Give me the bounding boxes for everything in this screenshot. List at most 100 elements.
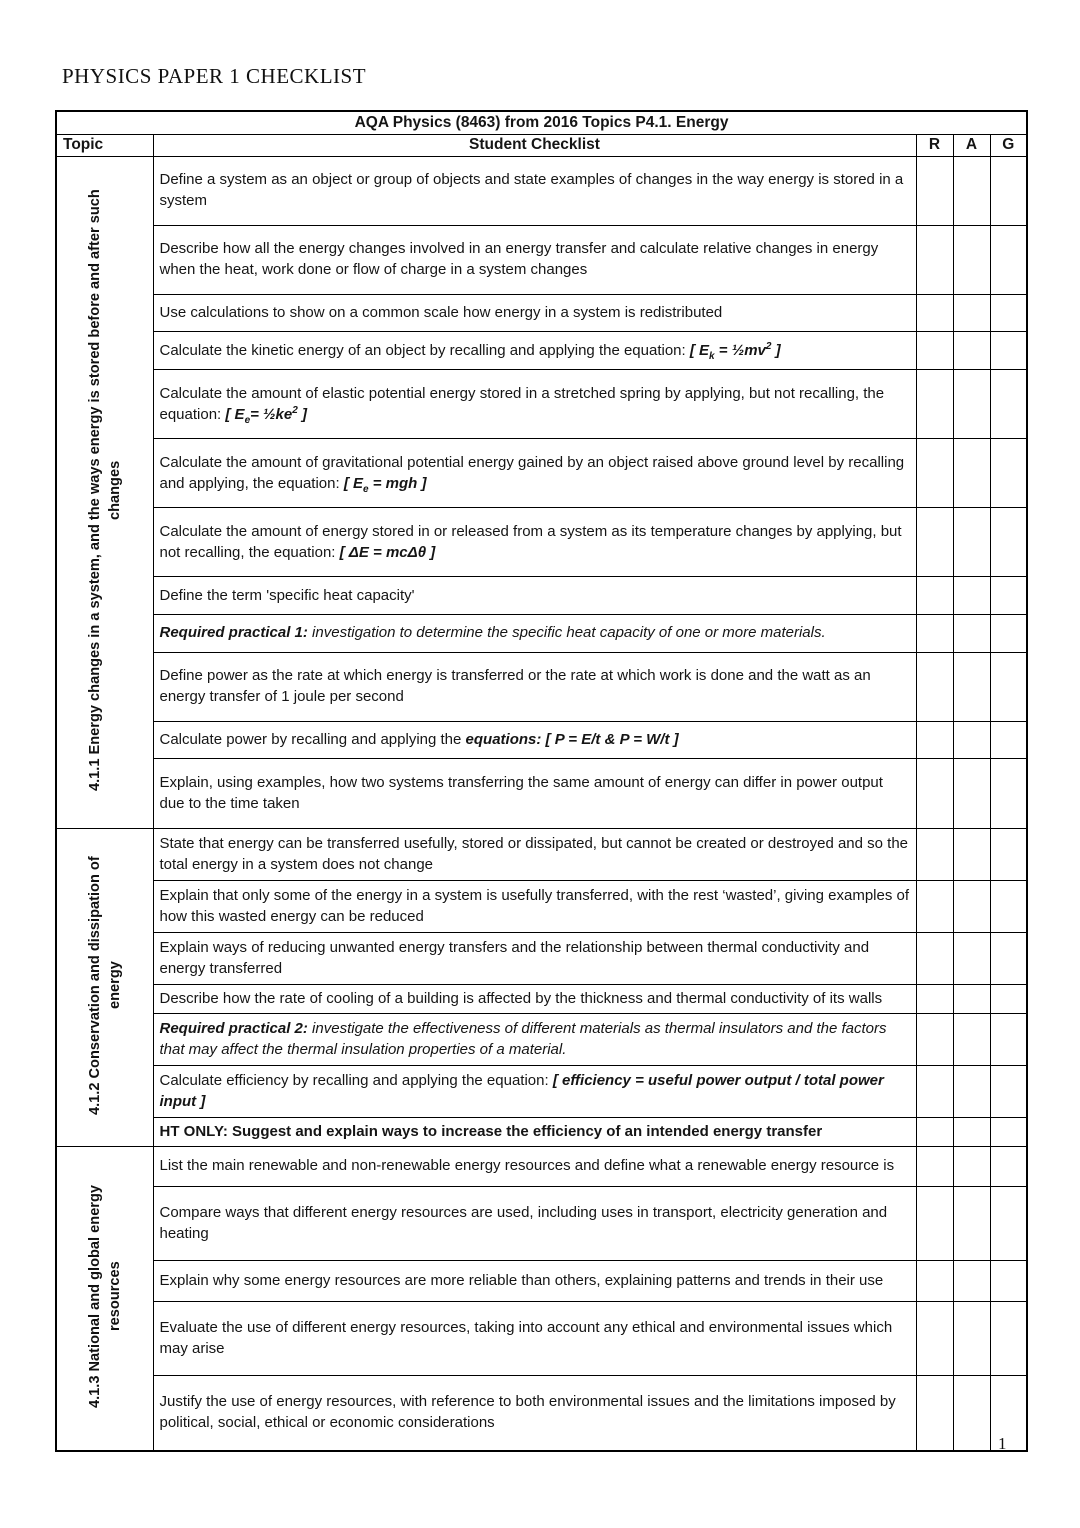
checklist-item-text: Define power as the rate at which energy… [152,651,917,722]
header-student-checklist: Student Checklist [152,133,917,157]
rag-cell-g [989,507,1028,578]
checklist-row: Required practical 1: investigation to d… [56,613,1028,653]
rag-cell-g [989,1374,1028,1452]
rag-cell-r [915,293,954,333]
rag-cell-a [952,507,991,578]
checklist-item-text: Required practical 1: investigation to d… [152,613,917,653]
checklist-item-text: Evaluate the use of different energy res… [152,1300,917,1376]
rag-cell-g [989,224,1028,295]
text-segment: e [363,483,369,495]
checklist-row: 4.1.2 Conservation and dissipation of en… [55,827,1028,1147]
table-title: AQA Physics (8463) from 2016 Topics P4.1… [55,110,1028,135]
text-segment: Explain, using examples, how two systems… [159,773,883,812]
rag-cell-a [952,720,991,760]
rag-cell-r [915,155,954,226]
text-segment: = ½mv [714,341,766,359]
text-segment: Calculate power by recalling and applyin… [159,730,466,748]
rag-cell-r [915,1300,954,1376]
rag-cell-g [989,1117,1028,1147]
rag-cell-a [952,576,991,615]
topic-cell-section-1: 4.1.1 Energy changes in a system, and th… [55,155,154,829]
rag-cell-a [952,155,991,226]
text-segment: [ ΔE = mcΔθ ] [339,543,436,561]
rag-cell-g [989,879,1028,933]
rag-cell-r [915,1260,954,1302]
rag-cell-a [952,827,991,881]
checklist-row: Compare ways that different energy resou… [56,1185,1028,1262]
checklist-row: Calculate the amount of gravitational po… [56,438,1028,509]
text-segment: HT ONLY: Suggest and explain ways to inc… [159,1122,823,1140]
text-segment: Use calculations to show on a common sca… [159,304,723,322]
checklist-row: 4.1.3 National and global energy resourc… [55,1145,1028,1451]
checklist-row: Explain that only some of the energy in … [56,879,1028,933]
checklist-item-text: Define a system as an object or group of… [152,155,917,226]
rag-cell-g [989,1012,1028,1066]
rag-cell-g [989,651,1028,722]
checklist-item-text: Calculate the amount of elastic potentia… [152,368,917,440]
checklist-item-text: Explain why some energy resources are mo… [152,1260,917,1302]
checklist-row: Describe how the rate of cooling of a bu… [56,984,1028,1014]
text-segment: Evaluate the use of different energy res… [159,1318,893,1357]
rag-cell-r [915,1117,954,1147]
rag-cell-a [952,613,991,653]
checklist-row: Calculate efficiency by recalling and ap… [56,1064,1028,1119]
checklist-item-text: Justify the use of energy resources, wit… [152,1374,917,1452]
rag-cell-r [915,1374,954,1452]
text-segment: Justify the use of energy resources, wit… [159,1393,896,1432]
rag-cell-r [915,1185,954,1262]
rag-cell-r [915,1064,954,1119]
rag-cell-r [915,879,954,933]
text-segment: [ E [689,341,710,359]
text-segment: Calculate the amount of gravitational po… [159,453,905,492]
rag-cell-g [989,331,1028,370]
rag-cell-r [915,576,954,615]
checklist-row: Required practical 2: investigate the ef… [56,1012,1028,1066]
rag-cell-g [989,720,1028,760]
header-g: G [989,133,1028,157]
rag-cell-a [952,1260,991,1302]
rag-cell-r [915,758,954,829]
checklist-item-text: Required practical 2: investigate the ef… [152,1012,917,1066]
text-segment: Explain why some energy resources are mo… [159,1271,884,1289]
rag-cell-a [952,651,991,722]
text-segment: ] [297,405,307,423]
checklist-item-text: State that energy can be transferred use… [152,827,917,881]
page-title: PHYSICS PAPER 1 CHECKLIST [62,64,367,88]
topic-label: 4.1.1 Energy changes in a system, and th… [86,189,123,791]
rag-cell-g [989,1185,1028,1262]
text-segment: [ E [225,405,245,423]
rag-cell-a [952,1012,991,1066]
rag-cell-g [989,368,1028,440]
rag-cell-a [952,1145,991,1187]
text-segment: Define power as the rate at which energy… [159,667,871,706]
rag-cell-a [952,984,991,1014]
topic-label: 4.1.2 Conservation and dissipation of en… [86,855,123,1115]
text-segment: 2 [765,340,772,352]
rag-cell-a [952,368,991,440]
text-segment: Explain ways of reducing unwanted energy… [159,939,870,978]
text-segment: Describe how the rate of cooling of a bu… [159,989,883,1007]
rag-cell-g [989,438,1028,509]
checklist-row: HT ONLY: Suggest and explain ways to inc… [56,1117,1028,1147]
checklist-row: Define the term 'specific heat capacity' [56,576,1028,615]
text-segment: Required practical 2: [159,1019,308,1037]
text-segment: Calculate the amount of energy stored in… [159,522,902,561]
rag-cell-a [952,293,991,333]
checklist-row: Calculate the kinetic energy of an objec… [56,331,1028,370]
checklist-item-text: Calculate efficiency by recalling and ap… [152,1064,917,1119]
rag-cell-a [952,879,991,933]
text-segment: equations: [ P = E/t & P = W/t ] [465,730,679,748]
rag-cell-r [915,651,954,722]
rag-cell-r [915,613,954,653]
checklist-row: Explain why some energy resources are mo… [56,1260,1028,1302]
rag-cell-g [989,1260,1028,1302]
header-topic: Topic [55,133,154,157]
text-segment: = mgh ] [368,474,427,492]
checklist-item-text: Calculate the amount of gravitational po… [152,438,917,509]
rag-cell-g [989,1064,1028,1119]
rag-cell-g [989,827,1028,881]
rag-cell-a [952,438,991,509]
text-segment: State that energy can be transferred use… [159,834,909,873]
text-segment: Explain that only some of the energy in … [159,886,910,925]
